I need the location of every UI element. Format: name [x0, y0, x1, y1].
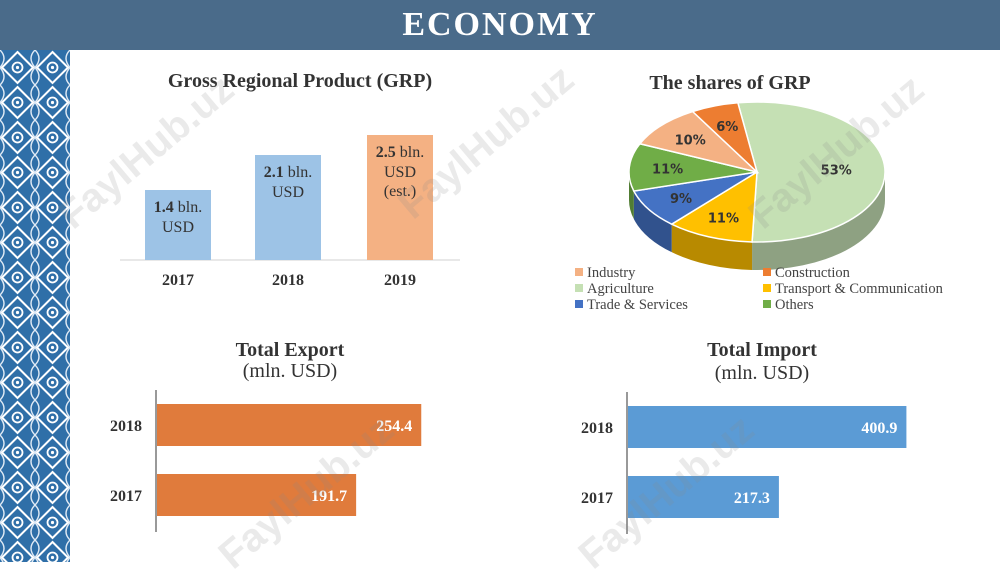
grp-value-label: (est.)	[384, 183, 416, 200]
shares-pie-chart: 53% 11% 9% 11% 10% 6%	[628, 101, 886, 270]
export-chart-subtitle: (mln. USD)	[242, 360, 338, 382]
pie-slice	[670, 170, 758, 243]
bar-category-label: 2018	[110, 418, 142, 435]
legend-swatch	[575, 268, 583, 276]
legend-swatch	[763, 300, 771, 308]
grp-bar	[367, 135, 433, 260]
grp-value-label: 2.5 bln.	[376, 144, 424, 161]
legend-label: Industry	[587, 265, 636, 281]
grp-value-label: USD	[162, 219, 194, 236]
grp-value-label: 1.4 bln.	[154, 199, 202, 216]
legend-label: Construction	[775, 265, 850, 281]
pie-slice-label: 6%	[716, 120, 738, 135]
legend-label: Trade & Services	[587, 297, 688, 313]
bar	[157, 474, 357, 516]
legend-item: Others	[763, 297, 814, 314]
legend-swatch	[763, 284, 771, 292]
legend-item: Trade & Services	[575, 297, 688, 314]
legend-item: Construction	[763, 265, 850, 282]
legend-item: Transport & Communication	[763, 281, 943, 298]
bar-value-label: 217.3	[734, 490, 770, 507]
grp-value-label: USD	[272, 184, 304, 201]
legend-swatch	[763, 268, 771, 276]
grp-category-label: 2017	[162, 272, 194, 289]
grp-chart-title: Gross Regional Product (GRP)	[167, 70, 433, 92]
grp-bar	[145, 190, 211, 260]
legend-swatch	[575, 284, 583, 292]
pie-slice-label: 10%	[675, 133, 706, 148]
pie-slice	[691, 101, 759, 175]
page-title: ECONOMY	[402, 6, 598, 43]
bar-value-label: 400.9	[861, 420, 897, 437]
pie-slice-side	[633, 191, 672, 253]
grp-category-label: 2018	[272, 272, 304, 289]
pie-legend: Industry Construction Agriculture Transport…	[575, 265, 995, 315]
export-chart: 254.4 2018 191.7 2017	[110, 390, 422, 532]
legend-label: Agriculture	[587, 281, 654, 297]
legend-label: Transport & Communication	[775, 281, 943, 297]
bar	[157, 404, 422, 446]
legend-item: Agriculture	[575, 281, 654, 298]
legend-item: Industry	[575, 265, 635, 282]
pie-slice	[628, 142, 758, 192]
grp-bar	[255, 155, 321, 260]
pie-slice	[736, 101, 886, 243]
bar	[628, 406, 907, 448]
import-chart-subtitle: (mln. USD)	[714, 362, 810, 384]
header-bar: ECONOMY	[0, 0, 1000, 50]
ornament-border	[0, 50, 70, 562]
bar-value-label: 191.7	[311, 488, 347, 505]
import-chart-title: Total Import	[707, 339, 817, 361]
grp-chart: 1.4 bln. USD 2017 2.1 bln. USD 2018 2.5 bln. US…	[120, 135, 460, 289]
pie-slice-label: 9%	[670, 192, 692, 207]
bar	[628, 476, 779, 518]
bar-category-label: 2018	[581, 420, 613, 437]
pie-slice-side	[752, 172, 885, 270]
pie-chart-title: The shares of GRP	[649, 72, 811, 94]
grp-value-label: 2.1 bln.	[264, 164, 312, 181]
pie-slice-label: 11%	[708, 211, 739, 226]
pie-slice-label: 53%	[821, 164, 852, 179]
pie-slice-side	[671, 224, 753, 270]
export-chart-title: Total Export	[235, 339, 345, 361]
pie-slice	[638, 110, 760, 174]
legend-label: Others	[775, 297, 814, 313]
legend-swatch	[575, 300, 583, 308]
grp-category-label: 2019	[384, 272, 416, 289]
pie-slice-label: 11%	[652, 163, 683, 178]
grp-value-label: USD	[384, 164, 416, 181]
bar-value-label: 254.4	[376, 418, 412, 435]
bar-category-label: 2017	[110, 488, 142, 505]
import-chart: 400.9 2018 217.3 2017	[581, 392, 907, 534]
bar-category-label: 2017	[581, 490, 613, 507]
